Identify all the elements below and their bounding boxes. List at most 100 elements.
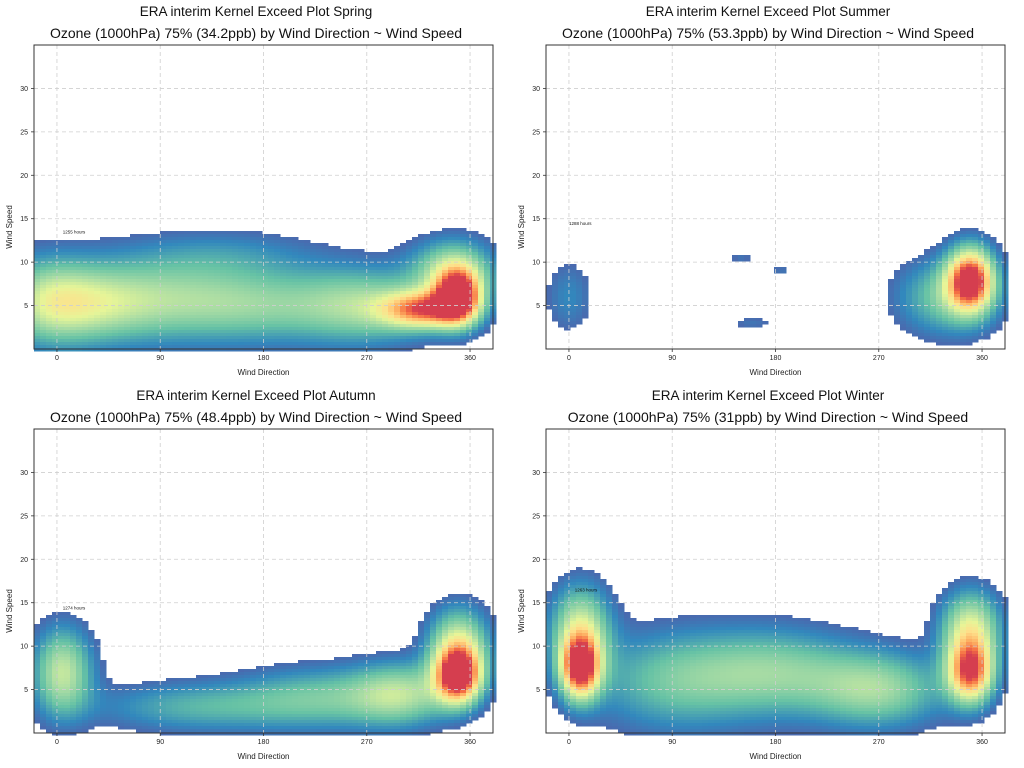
density-cell [268,333,275,337]
density-cell [94,666,101,670]
density-cell [370,276,377,280]
density-cell [310,675,317,679]
density-cell [124,684,131,688]
density-cell [262,300,269,304]
density-cell [118,309,125,313]
density-cell [280,336,287,340]
density-cell [148,282,155,286]
density-cell [34,663,41,667]
density-cell [328,675,335,679]
density-cell [136,333,143,337]
density-cell [424,339,431,343]
density-cell [918,267,925,271]
density-cell [64,288,71,292]
density-cell [34,696,41,700]
density-cell [472,333,479,337]
density-cell [292,702,299,706]
density-cell [762,321,769,325]
density-cell [196,294,203,298]
density-cell [40,678,47,682]
density-cell [442,327,449,331]
density-cell [954,273,961,277]
density-cell [244,306,251,310]
density-cell [172,717,179,721]
density-cell [46,321,53,325]
density-cell [250,258,257,262]
density-cell [142,258,149,262]
density-cell [406,270,413,274]
density-cell [232,333,239,337]
density-cell [124,273,131,277]
density-cell [466,252,473,256]
density-cell [340,666,347,670]
density-cell [424,261,431,265]
density-cell [118,693,125,697]
density-cell [232,324,239,328]
density-cell [46,318,53,322]
density-cell [238,234,245,238]
density-cell [358,306,365,310]
density-cell [82,666,89,670]
density-cell [394,258,401,262]
density-cell [178,300,185,304]
density-cell [280,321,287,325]
density-cell [250,681,257,685]
density-cell [894,318,901,322]
density-cell [912,288,919,292]
density-cell [424,333,431,337]
density-cell [406,258,413,262]
density-cell [136,687,143,691]
density-cell [106,300,113,304]
density-cell [328,336,335,340]
density-cell [52,732,59,736]
density-cell [924,285,931,289]
density-cell [220,303,227,307]
density-cell [88,636,95,640]
density-cell [930,291,937,295]
density-cell [154,348,161,352]
density-cell [70,267,77,271]
density-cell [346,270,353,274]
density-cell [918,333,925,337]
density-cell [298,693,305,697]
density-cell [142,720,149,724]
density-cell [154,276,161,280]
density-cell [996,303,1003,307]
density-cell [466,300,473,304]
density-cell [948,288,955,292]
density-cell [972,336,979,340]
gridlines [546,45,1005,349]
density-cell [232,240,239,244]
density-cell [46,630,53,634]
density-cell [334,249,341,253]
density-cell [978,297,985,301]
density-cell [148,252,155,256]
density-cell [582,279,589,283]
density-cell [52,681,59,685]
density-cell [316,711,323,715]
density-cell [936,312,943,316]
x-axis-label: Wind Direction [237,368,289,377]
density-cell [154,243,161,247]
density-cell [888,294,895,298]
density-cell [214,699,221,703]
density-cell [552,315,559,319]
density-cell [582,276,589,280]
density-cell [358,309,365,313]
density-cell [70,663,77,667]
density-cell [382,258,389,262]
density-cell [196,315,203,319]
density-cell [64,270,71,274]
density-cell [990,285,997,289]
density-cell [40,255,47,259]
density-cell [40,330,47,334]
density-cell [124,726,131,730]
density-cell [388,315,395,319]
density-cell [118,717,125,721]
density-cell [166,336,173,340]
density-cell [478,297,485,301]
density-cell [418,330,425,334]
density-cell [484,309,491,313]
density-cell [118,696,125,700]
density-cell [558,321,565,325]
